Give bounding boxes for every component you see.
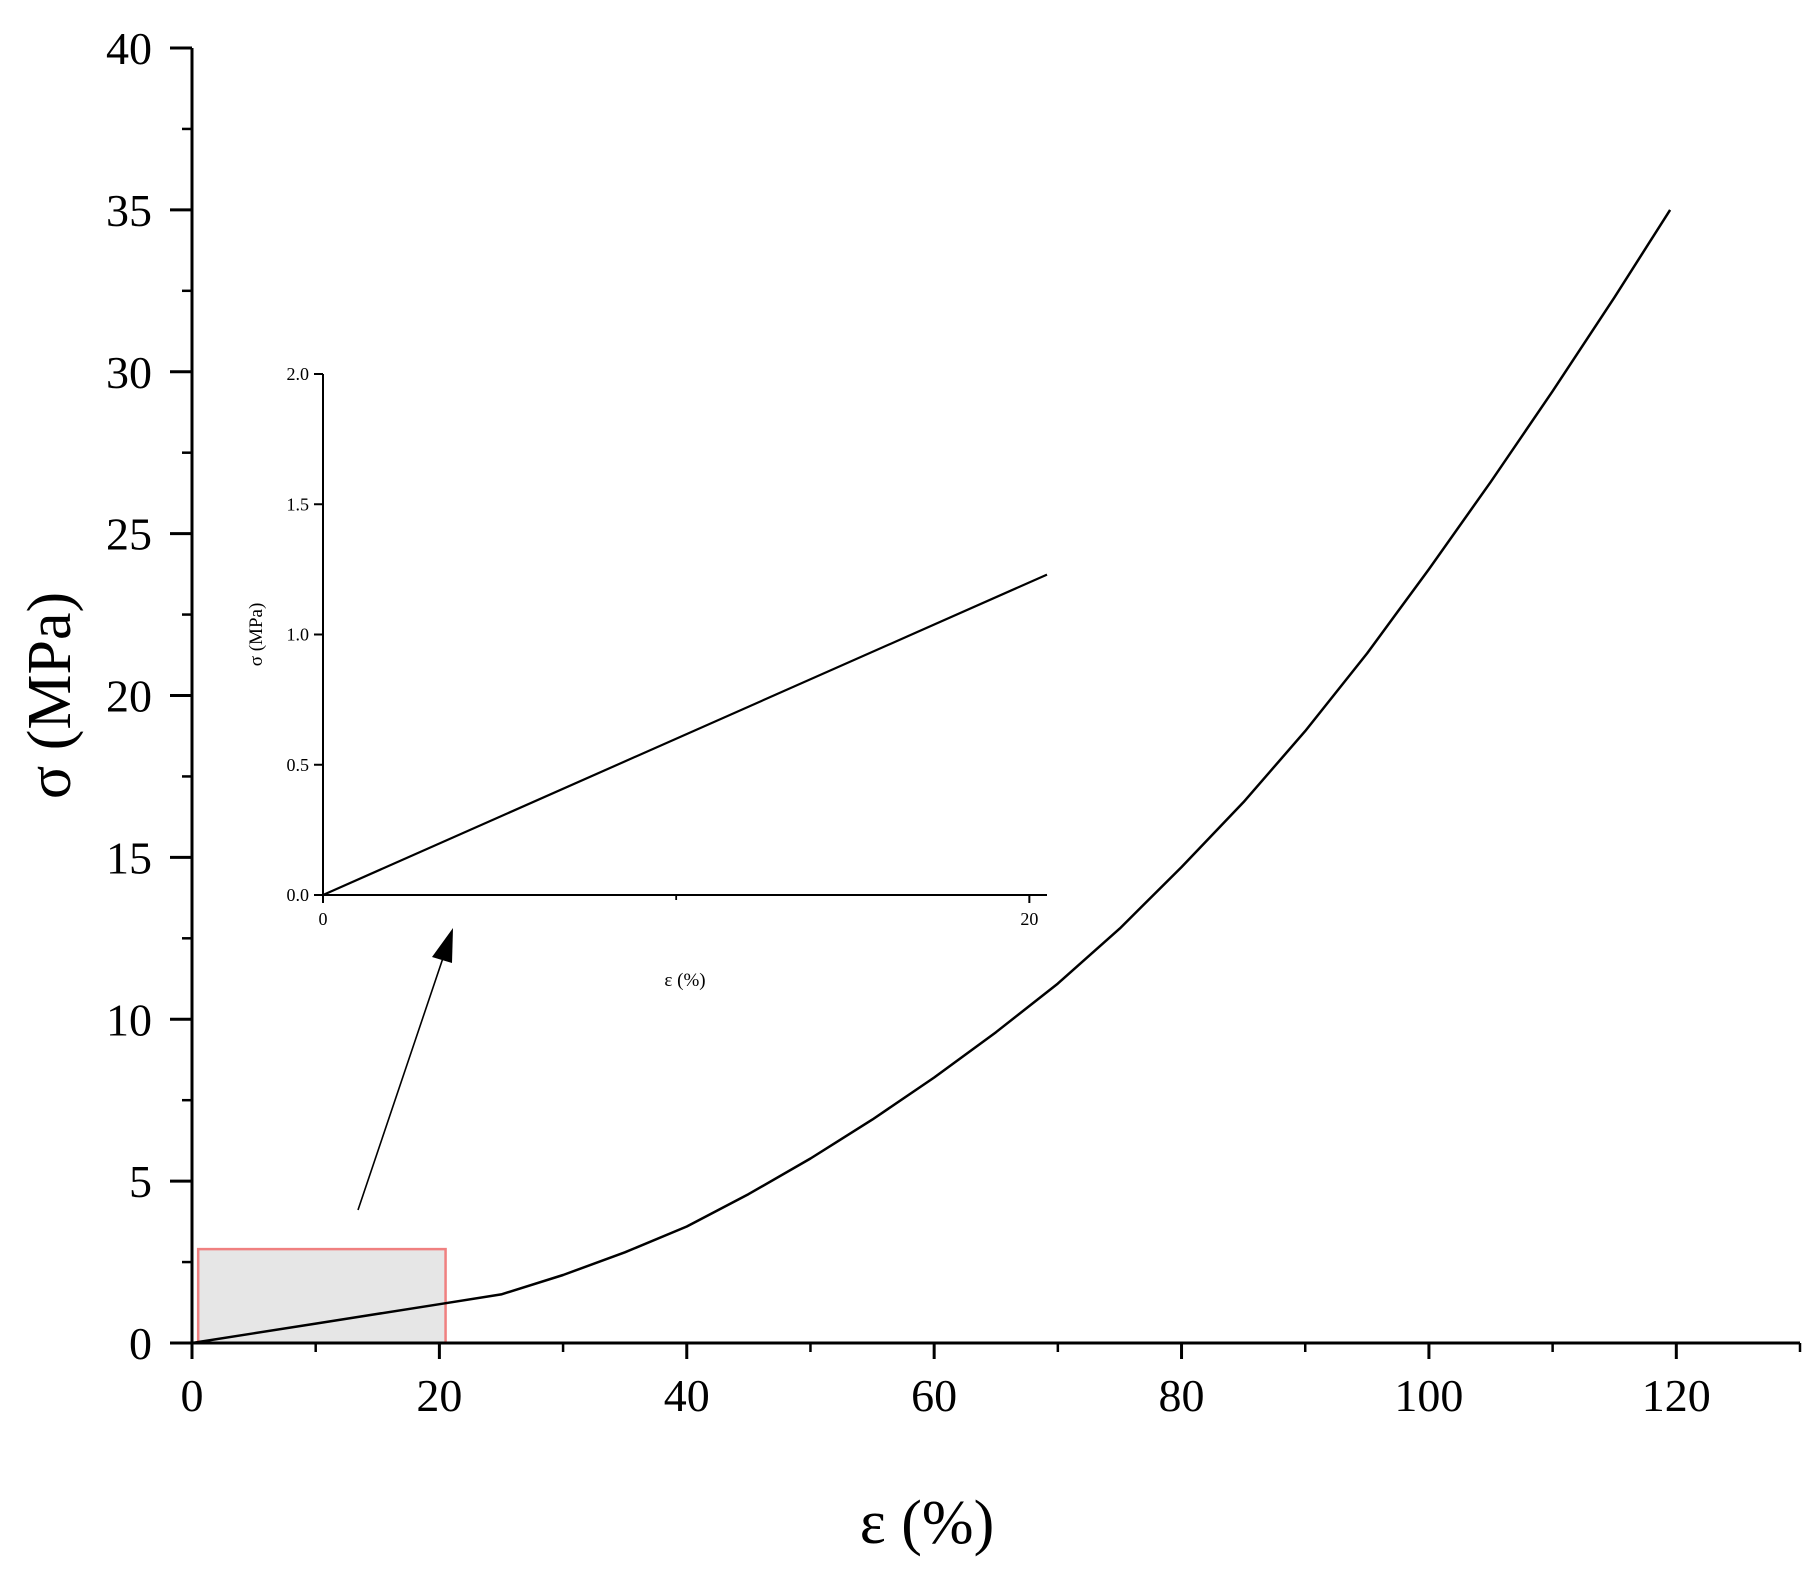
y-tick-label: 5 <box>129 1156 152 1207</box>
inset-plot: 0 20 0.0 0.5 1.0 1.5 2.0 ε (%) σ (MPa) <box>246 364 1048 991</box>
x-tick-label: 80 <box>1159 1370 1205 1421</box>
x-tick-label: 60 <box>911 1370 957 1421</box>
x-tick-label: 40 <box>664 1370 710 1421</box>
inset-y-axis-title: σ (MPa) <box>246 603 267 667</box>
zoom-annotation <box>357 928 453 1211</box>
inset-x-tick-label: 0 <box>319 909 328 929</box>
inset-x-tick-label: 20 <box>1020 909 1038 929</box>
y-tick-label: 20 <box>106 671 152 722</box>
y-axis-title: σ (MPa) <box>16 592 84 799</box>
zoom-region-highlight <box>196 1247 447 1345</box>
inset-y-tick-label: 0.5 <box>287 755 310 775</box>
y-tick-label: 40 <box>106 23 152 74</box>
inset-y-tick-label: 1.0 <box>287 625 310 645</box>
y-tick-label: 25 <box>106 509 152 560</box>
zoom-arrow-line <box>357 954 445 1211</box>
x-axis-title: ε (%) <box>860 1489 994 1557</box>
x-tick-label: 20 <box>416 1370 462 1421</box>
main-plot: 0 20 40 60 80 100 120 0 5 10 15 20 25 30 35 40 ε (%) σ (M… <box>16 23 1802 1557</box>
inset-y-tick-label: 1.5 <box>287 494 310 514</box>
x-tick-label: 0 <box>181 1370 204 1421</box>
y-tick-label: 35 <box>106 185 152 236</box>
y-tick-label: 30 <box>106 347 152 398</box>
y-tick-label: 10 <box>106 994 152 1045</box>
x-tick-label: 120 <box>1642 1370 1711 1421</box>
zoom-arrow-head <box>432 928 453 963</box>
y-tick-label: 0 <box>129 1318 152 1369</box>
y-tick-label: 15 <box>106 832 152 883</box>
inset-x-axis-title: ε (%) <box>664 970 705 991</box>
inset-stress-strain-line <box>322 573 1048 897</box>
inset-y-tick-label: 0.0 <box>287 885 310 905</box>
inset-y-tick-label: 2.0 <box>287 364 310 384</box>
stress-strain-curve <box>191 209 1672 1345</box>
x-tick-label: 100 <box>1394 1370 1463 1421</box>
